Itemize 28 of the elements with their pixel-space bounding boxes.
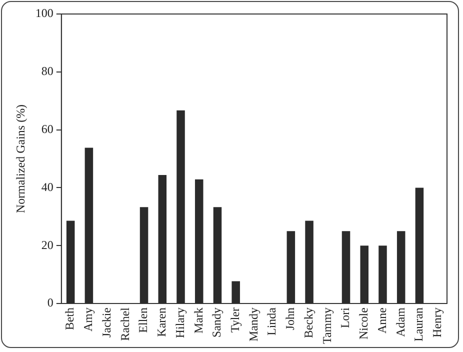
x-tick-label: Linda [264,306,279,336]
x-tick-label: Tyler [228,308,242,333]
x-tick-label: Rachel [118,306,132,341]
x-tick-label: Ellen [136,308,150,333]
y-tick-label: 40 [41,180,54,194]
x-tick-label: Beth [62,308,77,330]
x-tick-label: Mark [191,308,206,334]
x-tick-label: Tammy [320,308,334,344]
y-tick-label: 80 [41,64,54,78]
x-tick-label: Lauran [412,308,426,342]
x-tick-label: Mandy [246,308,260,342]
y-axis-title: Normalized Gains (%) [13,104,28,214]
x-tick-label: Hilary [172,308,187,338]
y-tick-label: 20 [41,238,54,252]
x-tick-label: Sandy [210,308,224,338]
x-tick-label: Jackie [99,308,114,338]
x-tick-label: John [283,308,298,330]
x-tick-label: Karen [154,308,169,337]
x-tick-label: Adam [393,306,408,337]
y-tick-label: 100 [35,6,54,20]
y-tick-label: 0 [47,296,54,310]
x-tick-label: Nicole [356,308,371,340]
x-tick-label: Henry [430,308,444,338]
x-tick-label: Becky [301,308,316,338]
x-tick-label: Lori [338,306,352,328]
y-tick-label: 60 [41,122,54,136]
x-tick-label: Anne [374,308,389,334]
x-tick-label: Amy [81,308,96,332]
